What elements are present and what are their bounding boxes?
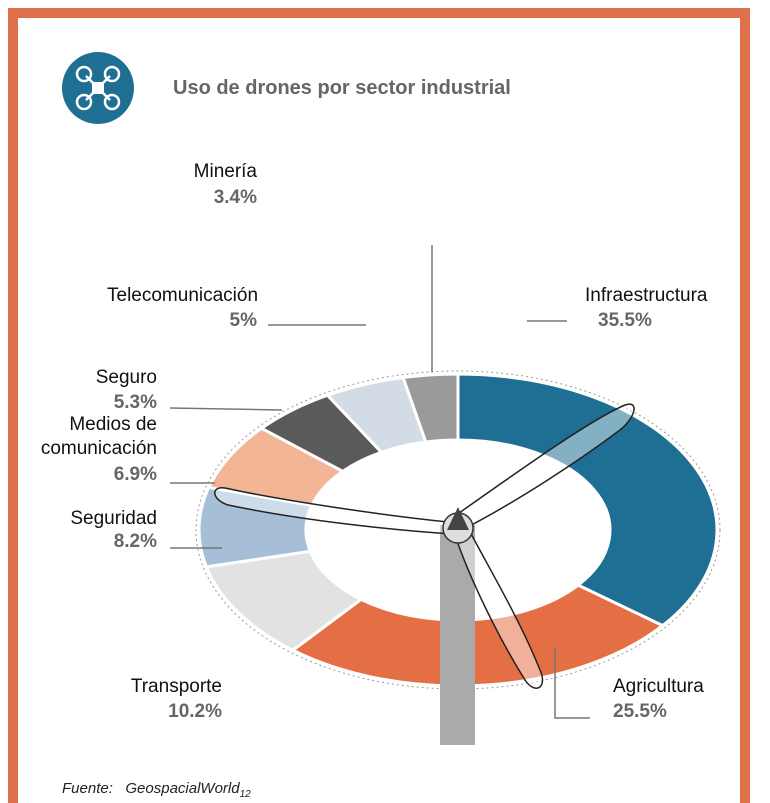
category-label: Transporte: [131, 675, 222, 699]
source-name: GeospacialWorld: [125, 780, 239, 797]
category-label: Telecomunicación: [107, 284, 257, 308]
category-label: Seguridad: [70, 507, 157, 531]
value-label: 5%: [230, 309, 257, 333]
value-label: 8.2%: [114, 530, 157, 554]
infographic: Uso de drones por sector industrial Fuen…: [0, 0, 770, 803]
value-label: 25.5%: [613, 700, 667, 724]
drone-icon: [62, 52, 134, 124]
chart-title: Uso de drones por sector industrial: [173, 77, 511, 100]
category-label: Medios de comunicación: [7, 413, 157, 461]
category-label: Seguro: [96, 366, 157, 390]
value-label: 35.5%: [598, 309, 652, 333]
value-label: 3.4%: [214, 186, 257, 210]
source-note: 12: [240, 789, 251, 800]
category-label: Agricultura: [613, 675, 704, 699]
value-label: 10.2%: [168, 700, 222, 724]
value-label: 6.9%: [114, 463, 157, 487]
source: Fuente: GeospacialWorld12: [62, 780, 251, 800]
value-label: 5.3%: [114, 391, 157, 415]
source-label: Fuente:: [62, 780, 113, 797]
category-label: Infraestructura: [585, 284, 708, 308]
category-label: Minería: [194, 160, 257, 184]
